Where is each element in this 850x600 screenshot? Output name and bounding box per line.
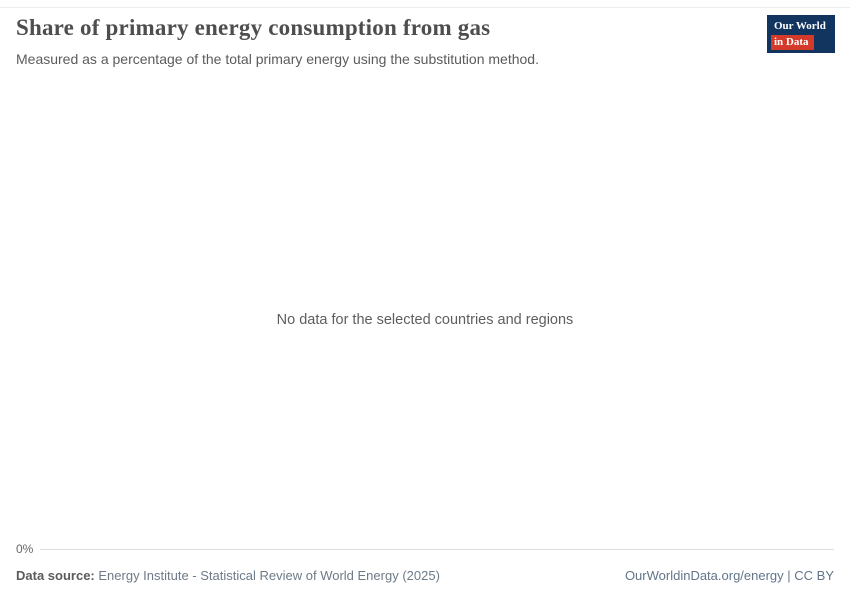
data-source: Data source: Energy Institute - Statisti…	[16, 568, 440, 583]
page-title: Share of primary energy consumption from…	[16, 15, 491, 40]
chart-footer: Data source: Energy Institute - Statisti…	[16, 568, 834, 583]
top-divider	[0, 7, 850, 8]
owid-logo-line2: in Data	[771, 34, 814, 51]
no-data-message: No data for the selected countries and r…	[276, 312, 574, 328]
y-axis-zero-tick: 0%	[16, 542, 34, 556]
owid-credit-link[interactable]: OurWorldinData.org/energy | CC BY	[624, 568, 834, 583]
owid-logo-line1: Our World	[774, 20, 826, 32]
data-source-label: Data source:	[16, 568, 95, 583]
data-source-link[interactable]: Energy Institute - Statistical Review of…	[98, 568, 440, 583]
chart-header: Share of primary energy consumption from…	[16, 14, 834, 68]
x-axis: 0%	[16, 542, 834, 556]
axis-baseline	[40, 548, 834, 550]
chart-subtitle: Measured as a percentage of the total pr…	[16, 50, 539, 67]
owid-logo[interactable]: Our World in Data	[767, 15, 835, 53]
